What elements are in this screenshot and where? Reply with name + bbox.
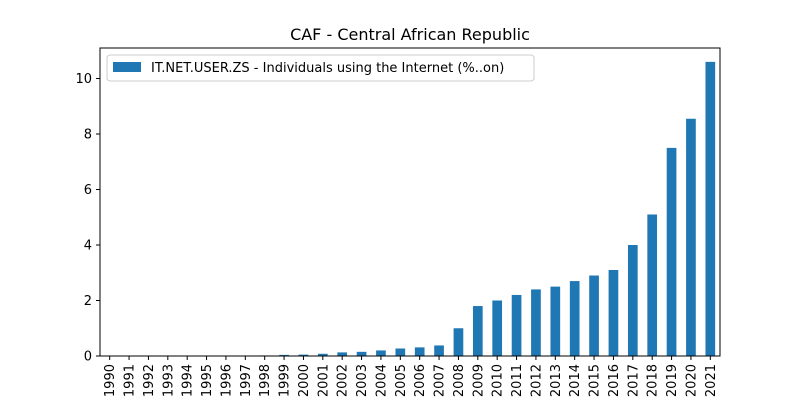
bar-2013	[550, 286, 561, 356]
x-tick-label: 2015	[588, 364, 603, 397]
bar-2014	[569, 281, 580, 356]
bar-1999	[279, 354, 289, 356]
x-tick-label: 2002	[336, 364, 351, 397]
x-tick-label: 2020	[684, 364, 699, 397]
bars	[221, 61, 716, 357]
legend-swatch	[113, 62, 141, 72]
x-tick-label: 2006	[413, 364, 428, 397]
x-tick-label: 2008	[452, 364, 467, 397]
bar-2008	[453, 328, 464, 356]
x-tick-label: 2019	[665, 364, 680, 397]
x-tick-label: 2021	[704, 364, 719, 397]
x-tick-label: 2013	[549, 364, 564, 397]
x-tick-label: 2017	[626, 364, 641, 397]
y-tick-label: 8	[84, 128, 92, 143]
bar-2005	[395, 348, 406, 356]
x-tick-label: 2009	[471, 364, 486, 397]
x-tick-label: 1994	[181, 364, 196, 397]
x-tick-label: 1992	[142, 364, 157, 397]
bar-2020	[686, 118, 696, 356]
chart-title: CAF - Central African Republic	[290, 25, 530, 44]
bar-2012	[531, 289, 541, 356]
x-tick-label: 1995	[200, 364, 215, 397]
y-axis: 0 2 4 6 8 10	[75, 72, 100, 365]
y-tick-label: 2	[84, 294, 92, 309]
x-tick-label: 2018	[646, 364, 661, 397]
bar-2011	[511, 294, 522, 356]
x-tick-label: 2010	[491, 364, 506, 397]
x-tick-label: 2007	[433, 364, 448, 397]
x-tick-label: 2004	[374, 364, 389, 397]
bar-2015	[589, 275, 599, 356]
legend: IT.NET.USER.ZS - Individuals using the I…	[106, 54, 535, 82]
y-tick-label: 6	[84, 183, 92, 198]
bar-2000	[298, 354, 309, 356]
x-tick-label: 2012	[529, 364, 544, 397]
x-tick-label: 1991	[123, 364, 138, 397]
x-tick-label: 1997	[239, 364, 254, 397]
bar-2003	[356, 351, 367, 356]
x-tick-label: 1990	[103, 364, 118, 397]
bar-2009	[472, 306, 483, 356]
bar-2017	[627, 245, 638, 356]
x-axis: 1990 1991 1992 1993 1994 1995 1996 1997 1998 1999…	[103, 356, 719, 397]
bar-2010	[492, 300, 503, 356]
bar-2018	[647, 214, 658, 356]
x-tick-label: 1999	[278, 364, 293, 397]
x-tick-label: 2005	[394, 364, 409, 397]
x-tick-label: 1998	[258, 364, 273, 397]
y-tick-label: 10	[75, 72, 92, 87]
x-tick-label: 2000	[297, 364, 312, 397]
bar-2001	[317, 353, 328, 356]
x-tick-label: 1993	[161, 364, 176, 397]
bar-2002	[337, 352, 348, 356]
x-tick-label: 2014	[568, 364, 583, 397]
plot-frame	[99, 47, 721, 357]
x-tick-label: 2011	[510, 364, 525, 397]
x-tick-label: 2016	[607, 364, 622, 397]
x-tick-label: 2001	[316, 364, 331, 397]
legend-box	[106, 54, 535, 82]
bar-2007	[434, 345, 444, 356]
bar-2004	[376, 350, 386, 356]
bar-2019	[666, 147, 677, 356]
y-tick-label: 0	[84, 350, 92, 365]
x-tick-label: 1996	[219, 364, 234, 397]
bar-2006	[414, 347, 425, 356]
bar-2021	[705, 61, 716, 357]
x-tick-label: 2003	[355, 364, 370, 397]
y-tick-label: 4	[84, 239, 92, 254]
legend-label: IT.NET.USER.ZS - Individuals using the I…	[151, 61, 504, 76]
bar-2016	[608, 269, 619, 356]
